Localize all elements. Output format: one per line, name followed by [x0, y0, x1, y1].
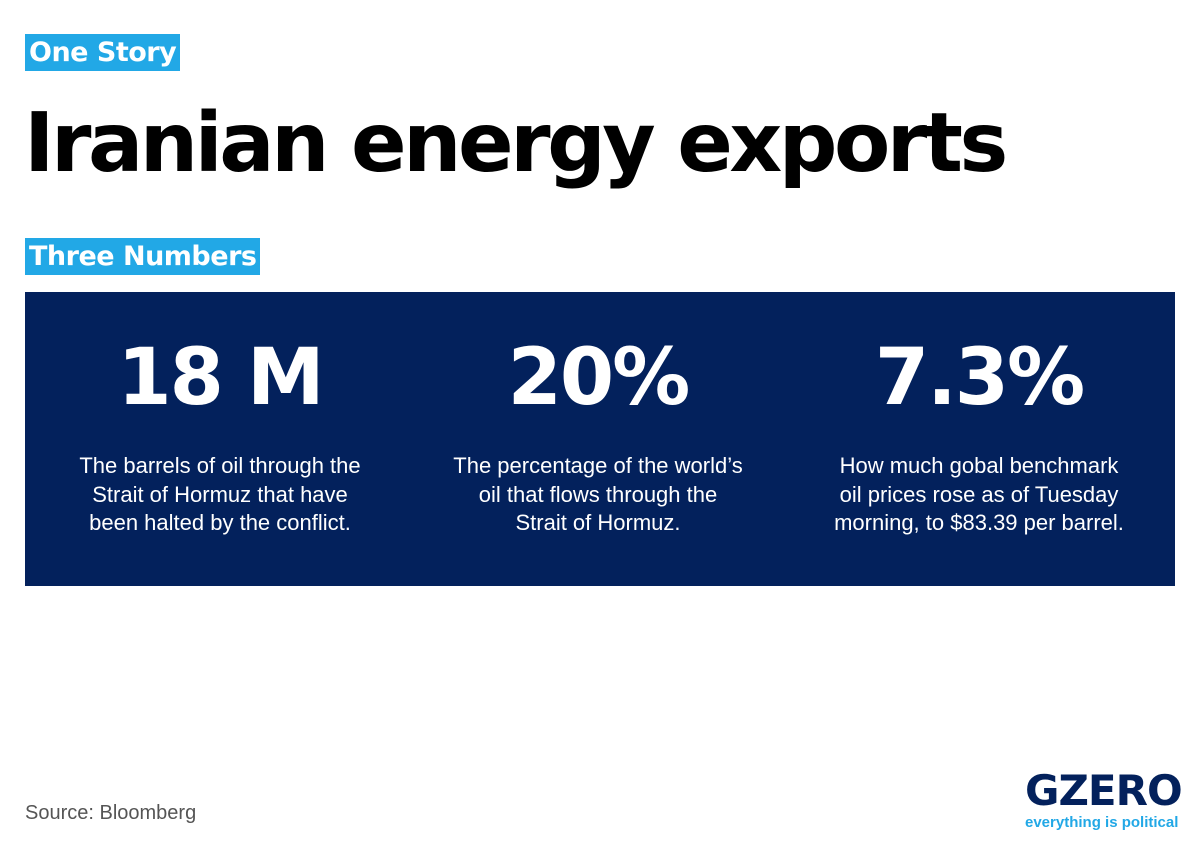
stat-description: The barrels of oil through the Strait of… [40, 452, 400, 538]
stats-panel: 18 M The barrels of oil through the Stra… [25, 292, 1175, 586]
stat-description-line: been halted by the conflict. [89, 510, 351, 535]
stat-description-line: morning, to $83.39 per barrel. [834, 510, 1124, 535]
stat-description-line: The percentage of the world’s [453, 453, 743, 478]
section-tag: One Story [25, 34, 181, 71]
stat-price-rise: 7.3% How much gobal benchmark oil prices… [799, 292, 1159, 586]
stat-value: 18 M [117, 333, 324, 423]
stat-description-line: oil that flows through the [478, 481, 718, 507]
logo-tagline: everything is political [1025, 814, 1179, 831]
source-credit: Source: Bloomberg [25, 802, 197, 824]
stat-description: The percentage of the world’s oil that f… [418, 452, 778, 538]
stat-barrels: 18 M The barrels of oil through the Stra… [40, 292, 400, 586]
stat-value: 20% [507, 333, 691, 423]
stat-description-line: Strait of Hormuz. [515, 510, 681, 535]
headline: Iranian energy exports [24, 96, 1008, 191]
stat-description-line: oil prices rose as of Tuesday [839, 481, 1119, 507]
stat-description-line: Strait of Hormuz that have [92, 481, 348, 507]
stat-description-line: How much gobal benchmark [839, 453, 1119, 478]
stat-percentage: 20% The percentage of the world’s oil th… [418, 292, 778, 586]
gzero-logo: GZERO everything is political [1025, 766, 1183, 832]
logo-wordmark: GZERO [1025, 766, 1183, 815]
subsection-tag: Three Numbers [25, 238, 261, 275]
stat-value: 7.3% [874, 333, 1085, 423]
stat-description: How much gobal benchmark oil prices rose… [799, 452, 1159, 538]
stat-description-line: The barrels of oil through the [79, 453, 361, 478]
